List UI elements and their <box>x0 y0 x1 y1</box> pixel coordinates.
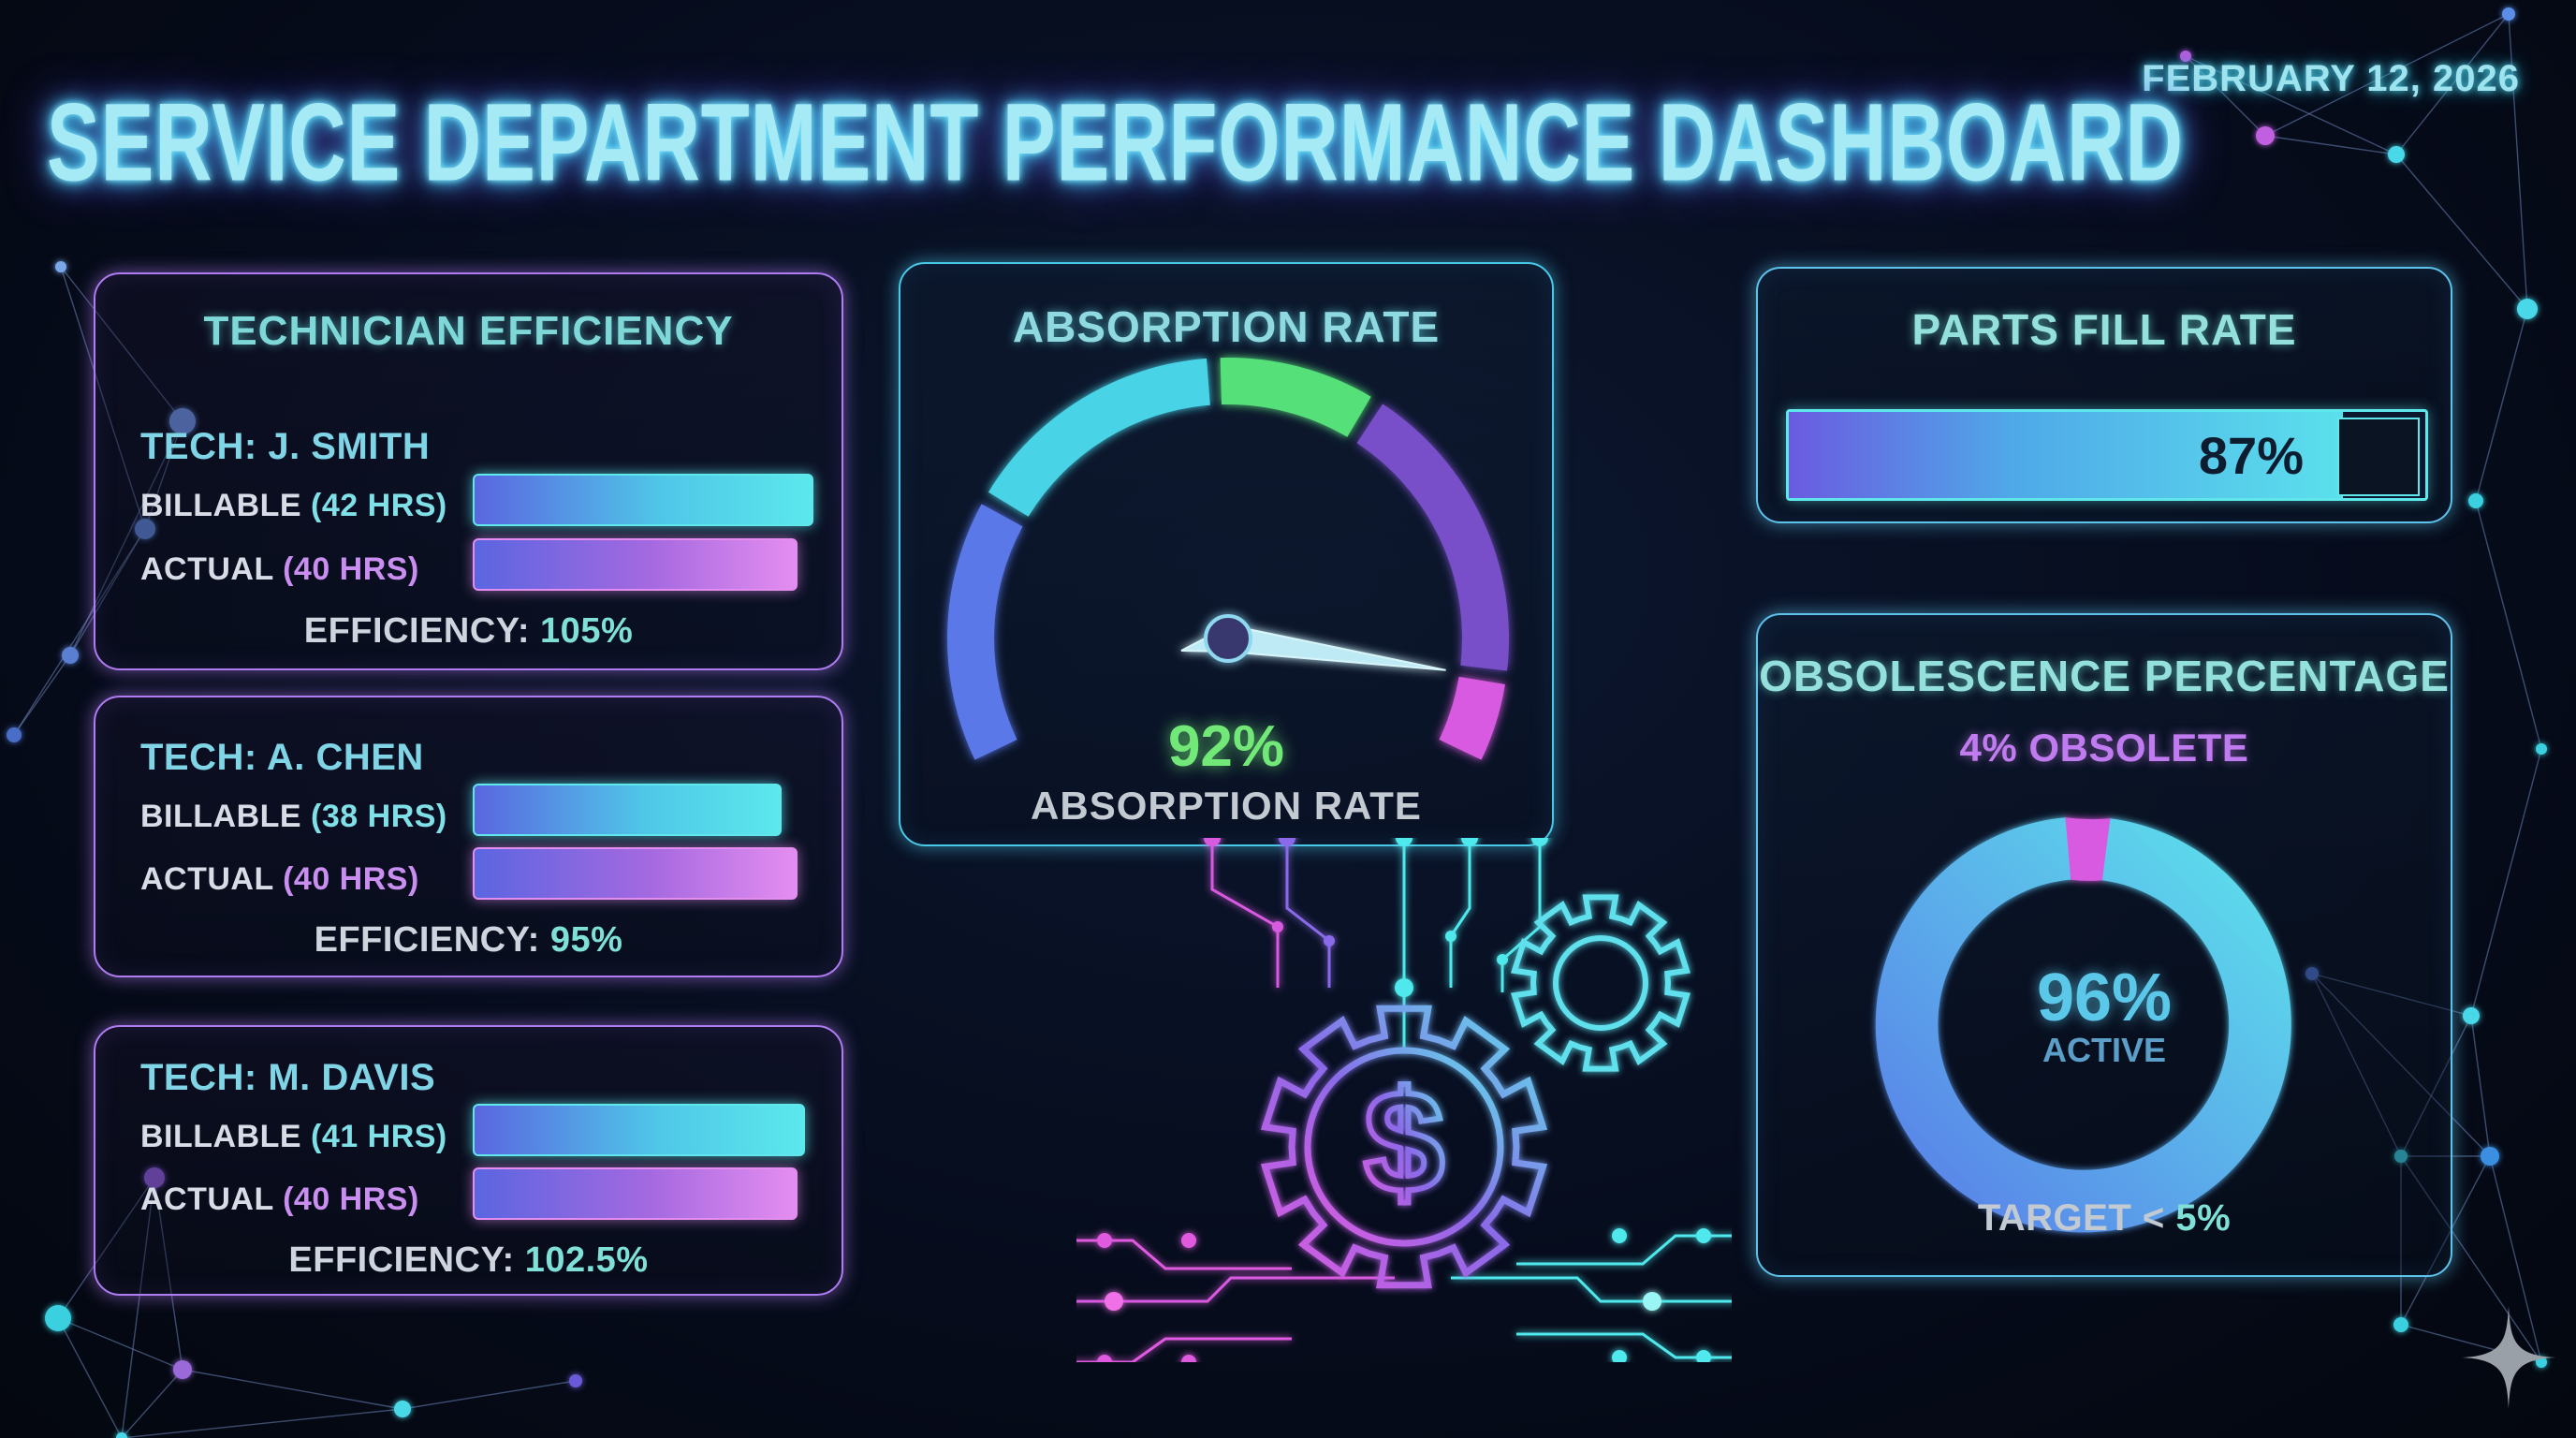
svg-text:$: $ <box>1364 1061 1444 1223</box>
